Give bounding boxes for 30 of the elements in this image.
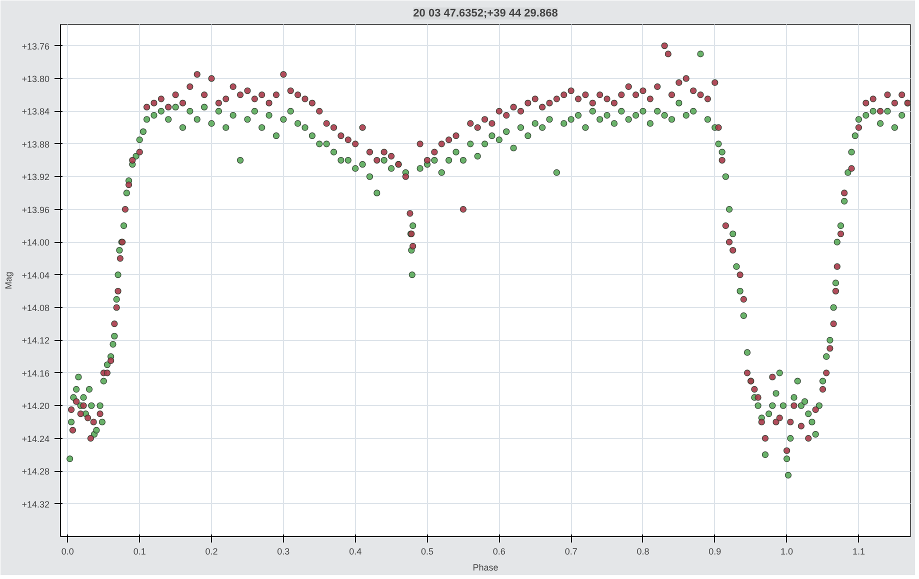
y-tick-label: +14.00 xyxy=(22,238,50,248)
x-tick-label: 0.7 xyxy=(564,546,578,556)
x-tick-label: 1.0 xyxy=(780,546,794,556)
x-tick-label: 0.1 xyxy=(133,546,146,556)
y-tick-label: +13.88 xyxy=(22,139,50,150)
x-tick-label: 0.2 xyxy=(205,546,218,556)
y-tick-label: +14.04 xyxy=(22,270,50,280)
x-tick-label: 0.9 xyxy=(708,546,722,556)
y-tick-label: +14.24 xyxy=(22,434,50,444)
y-tick-label: +13.76 xyxy=(22,41,50,52)
x-tick-label: 1.1 xyxy=(852,546,865,556)
x-tick-label: 0.5 xyxy=(420,546,434,556)
x-axis-title: Phase xyxy=(472,562,498,572)
y-tick-label: +14.08 xyxy=(22,302,50,313)
x-tick-label: 0.0 xyxy=(61,546,74,556)
y-tick-label: +13.92 xyxy=(22,172,50,182)
chart-title: 20 03 47.6352;+39 44 29.868 xyxy=(413,8,558,20)
y-tick-label: +14.12 xyxy=(22,336,50,346)
y-axis-title: Mag xyxy=(4,272,14,290)
x-tick-label: 0.3 xyxy=(277,546,290,556)
x-tick-label: 0.8 xyxy=(636,546,650,556)
y-tick-label: +13.84 xyxy=(22,106,50,117)
y-tick-label: +13.96 xyxy=(22,204,50,215)
y-tick-label: +13.80 xyxy=(22,74,50,84)
x-tick-label: 0.6 xyxy=(492,546,506,556)
y-tick-label: +14.20 xyxy=(22,401,50,412)
y-tick-label: +14.28 xyxy=(22,466,50,477)
x-tick-label: 0.4 xyxy=(349,546,362,556)
y-tick-label: +14.32 xyxy=(22,499,50,510)
y-tick-label: +14.16 xyxy=(22,368,50,378)
